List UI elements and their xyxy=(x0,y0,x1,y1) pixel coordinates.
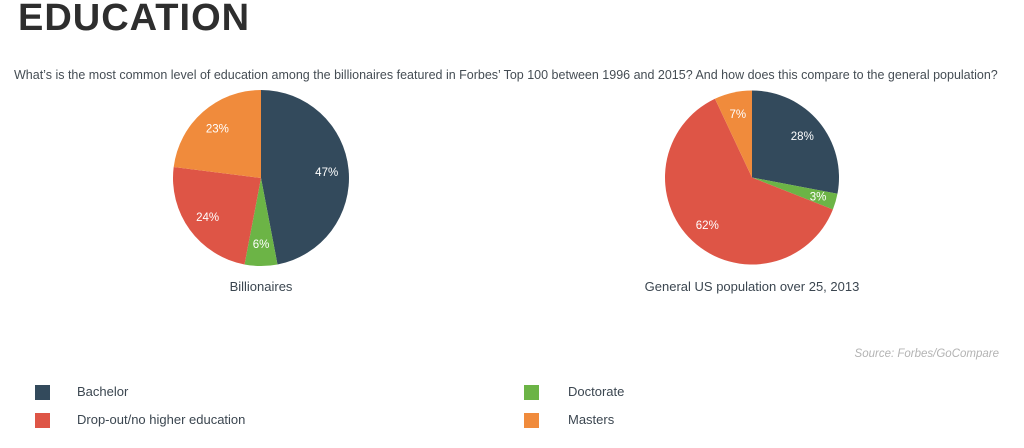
svg-text:62%: 62% xyxy=(696,220,719,232)
svg-text:24%: 24% xyxy=(196,212,219,224)
svg-text:6%: 6% xyxy=(253,239,270,251)
svg-text:7%: 7% xyxy=(729,109,746,121)
svg-text:23%: 23% xyxy=(206,124,229,136)
svg-text:3%: 3% xyxy=(810,192,827,204)
svg-text:47%: 47% xyxy=(315,167,338,179)
svg-text:28%: 28% xyxy=(791,131,814,143)
